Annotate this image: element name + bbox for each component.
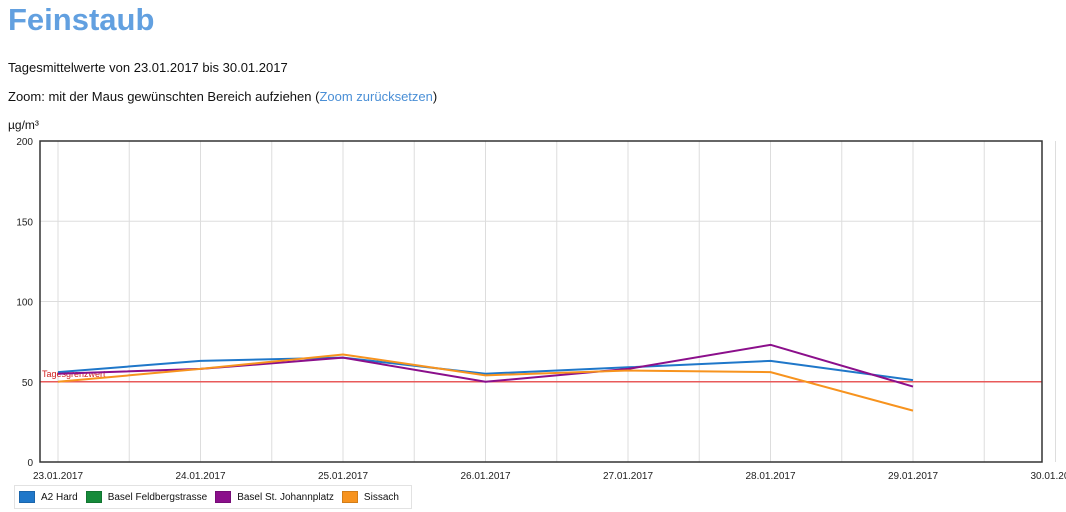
x-tick-label: 25.01.2017 <box>318 471 368 482</box>
legend-swatch <box>19 491 35 503</box>
y-tick-label: 150 <box>16 217 33 228</box>
x-tick-label: 27.01.2017 <box>603 471 653 482</box>
legend-swatch <box>215 491 232 503</box>
legend-label: Basel St. Johannplatz <box>237 491 334 503</box>
series-line-sissach <box>57 353 914 412</box>
legend-item-basel-st-johannplatz[interactable]: Basel St. Johannplatz <box>215 491 334 503</box>
y-tick-label: 100 <box>16 298 33 309</box>
legend-label: Sissach <box>363 491 399 503</box>
x-tick-label: 29.01.2017 <box>888 471 938 482</box>
x-tick-label: 24.01.2017 <box>175 471 225 482</box>
x-tick-label: 26.01.2017 <box>460 471 510 482</box>
zoom-hint-text: Zoom: mit der Maus gewünschten Bereich a… <box>8 89 320 104</box>
page-title: Feinstaub <box>8 2 155 37</box>
y-tick-label: 0 <box>27 458 33 469</box>
series-line-a2-hard <box>57 356 914 382</box>
legend-swatch <box>341 491 358 503</box>
reset-zoom-link[interactable]: Zoom zurücksetzen <box>319 89 433 104</box>
legend-swatch <box>85 491 102 503</box>
legend-item-basel-feldbergstrasse[interactable]: Basel Feldbergstrasse <box>85 491 208 503</box>
y-tick-label: 200 <box>16 137 33 148</box>
zoom-instructions: Zoom: mit der Maus gewünschten Bereich a… <box>8 89 437 104</box>
y-axis-unit-label: µg/m³ <box>8 118 39 132</box>
x-tick-label: 23.01.2017 <box>33 471 83 482</box>
zoom-hint-close: ) <box>432 89 438 104</box>
x-tick-label: 30.01.2017 <box>1030 471 1066 482</box>
legend-item-sissach[interactable]: Sissach <box>341 491 399 503</box>
legend-item-a2-hard[interactable]: A2 Hard <box>19 491 78 503</box>
x-tick-label: 28.01.2017 <box>745 471 795 482</box>
legend-label: A2 Hard <box>41 491 78 503</box>
date-range-subtitle: Tagesmittelwerte von 23.01.2017 bis 30.0… <box>8 60 288 75</box>
plot-frame <box>39 140 1043 463</box>
chart-legend: A2 Hard Basel Feldbergstrasse Basel St. Jo… <box>14 485 412 509</box>
legend-label: Basel Feldbergstrasse <box>107 491 208 503</box>
y-tick-label: 50 <box>22 378 34 389</box>
